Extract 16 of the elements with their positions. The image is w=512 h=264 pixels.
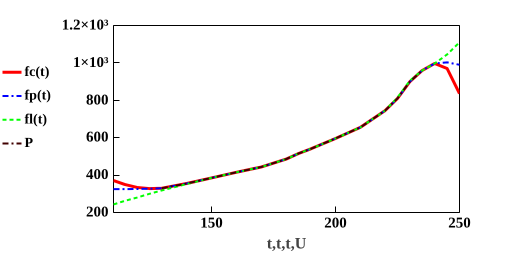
y-tick-label: 400 bbox=[86, 167, 108, 184]
legend-label: P bbox=[24, 136, 34, 152]
y-tick-label: 600 bbox=[86, 130, 108, 146]
x-tick-label: 150 bbox=[200, 216, 223, 232]
legend-label: fp(t) bbox=[24, 88, 52, 104]
y-tick-label: 1.2×10³ bbox=[62, 18, 110, 34]
line-series bbox=[160, 69, 424, 190]
y-tick-label: 200 bbox=[86, 204, 108, 220]
y-tick-label: 1×10³ bbox=[72, 54, 110, 71]
line-series bbox=[114, 41, 460, 206]
legend-label: fl(t) bbox=[24, 112, 48, 128]
legend-label: fc(t) bbox=[24, 64, 50, 80]
y-tick-label: 800 bbox=[86, 92, 108, 108]
x-tick-label: 200 bbox=[324, 216, 347, 232]
x-axis-title: t,t,t,U bbox=[266, 236, 307, 252]
x-tick-label: 250 bbox=[448, 216, 471, 232]
